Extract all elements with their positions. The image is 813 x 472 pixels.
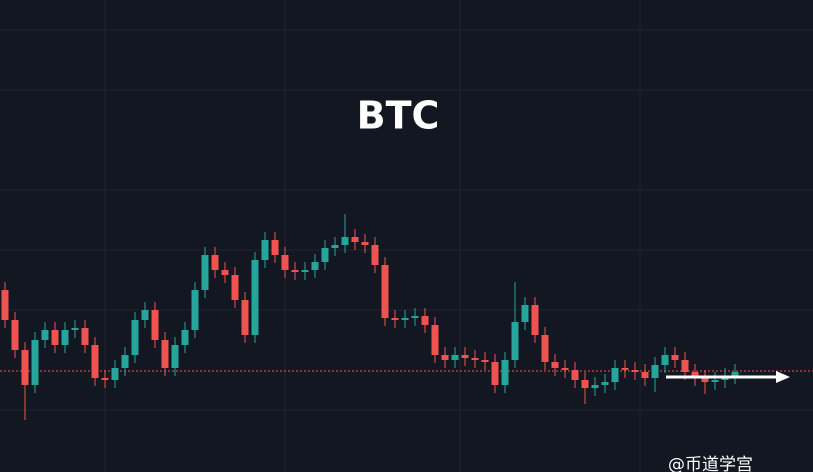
candle-body (1, 290, 9, 320)
candle-body (671, 355, 679, 360)
candle-body (571, 370, 579, 380)
candle-body (41, 330, 49, 340)
candle-body (301, 270, 309, 272)
candle-body (261, 240, 269, 260)
candle-body (391, 318, 399, 320)
candle-body (441, 355, 449, 360)
candle-body (491, 362, 499, 385)
candle-body (621, 368, 629, 370)
candle-body (211, 255, 219, 270)
candle-body (581, 380, 589, 388)
candle-body (601, 382, 609, 385)
candle-body (171, 345, 179, 368)
candle-body (531, 305, 539, 335)
candle-body (191, 290, 199, 330)
candle-body (541, 335, 549, 362)
candle-body (31, 340, 39, 385)
candle-body (151, 310, 159, 340)
candle-body (661, 355, 669, 365)
candle-body (481, 360, 489, 362)
candle-body (631, 370, 639, 372)
candle-body (111, 368, 119, 380)
candle-body (201, 255, 209, 290)
candle-body (321, 248, 329, 262)
candle-body (381, 265, 389, 318)
candle-body (411, 316, 419, 318)
candle-body (691, 372, 699, 378)
candle-body (371, 245, 379, 265)
candle-body (181, 330, 189, 345)
candle-body (71, 328, 79, 330)
arrow (666, 371, 790, 383)
candle-body (591, 385, 599, 388)
candle-body (731, 372, 739, 376)
candle-body (611, 368, 619, 382)
candle-body (51, 330, 59, 345)
candle-body (511, 322, 519, 360)
candle-body (701, 378, 709, 382)
chart-title: BTC (357, 94, 440, 138)
candle-body (141, 310, 149, 320)
candle-body (161, 340, 169, 368)
candle-body (451, 355, 459, 360)
candle-body (21, 350, 29, 385)
candle-body (311, 262, 319, 270)
candle-body (461, 355, 469, 358)
candle-body (501, 360, 509, 385)
candle-body (341, 237, 349, 245)
candle-body (651, 365, 659, 378)
candle-body (61, 330, 69, 345)
candle-body (231, 275, 239, 300)
candle-body (251, 260, 259, 335)
candle-body (551, 362, 559, 368)
candle-body (521, 305, 529, 322)
candle-body (431, 325, 439, 355)
watermark: @币道学宫 (668, 455, 753, 472)
candle-body (291, 270, 299, 272)
candles (0, 214, 813, 420)
candle-body (241, 300, 249, 335)
candle-body (331, 245, 339, 248)
candle-body (681, 360, 689, 372)
candle-body (401, 318, 409, 320)
candle-body (271, 240, 279, 255)
candle-body (351, 237, 359, 242)
candle-body (421, 316, 429, 325)
candle-body (121, 355, 129, 368)
candle-body (91, 345, 99, 378)
candle-body (361, 242, 369, 245)
candle-body (281, 255, 289, 270)
candle-body (81, 328, 89, 345)
candle-body (641, 372, 649, 378)
candle-body (101, 378, 109, 380)
candle-body (561, 368, 569, 370)
candle-body (221, 270, 229, 275)
candle-body (11, 320, 19, 350)
candle-body (131, 320, 139, 355)
candle-body (711, 380, 719, 382)
candle-body (471, 358, 479, 360)
